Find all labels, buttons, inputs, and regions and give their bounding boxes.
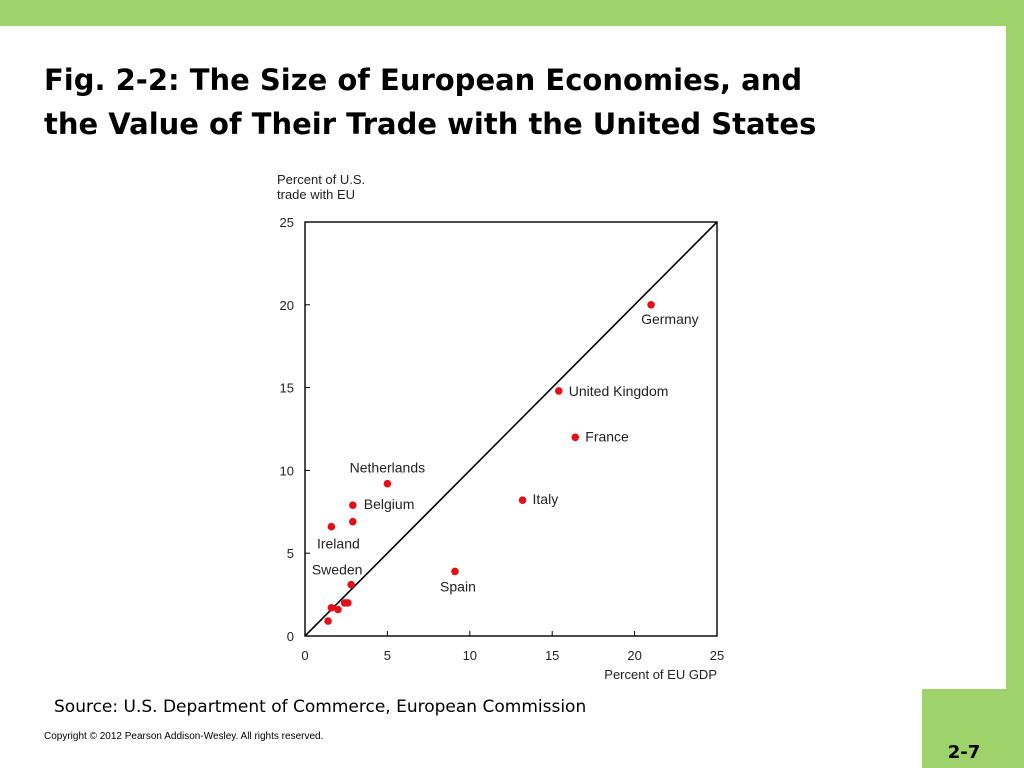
slide-title: Fig. 2-2: The Size of European Economies…: [44, 58, 984, 146]
top-accent-bar: [0, 0, 1024, 26]
x-tick-label: 20: [627, 648, 641, 663]
page-number: 2-7: [947, 742, 981, 763]
data-point: [348, 517, 357, 526]
data-point: [324, 617, 332, 625]
data-point-italy: [518, 496, 527, 505]
y-axis-label-line-2: trade with EU: [277, 187, 355, 202]
data-point-united-kingdom: [554, 387, 563, 395]
point-label-united-kingdom: United Kingdom: [569, 383, 669, 399]
point-label-belgium: Belgium: [364, 496, 415, 512]
y-tick-label: 15: [280, 381, 294, 396]
data-point: [327, 604, 336, 612]
axis-ticks: 0 5 10 15 20 25 0 5 10 15 20 25: [280, 215, 725, 663]
slide-title-line-2: the Value of Their Trade with the United…: [44, 107, 817, 141]
y-tick-label: 0: [287, 629, 294, 644]
x-tick-label: 5: [384, 648, 391, 663]
y-tick-label: 25: [280, 215, 294, 230]
point-label-italy: Italy: [533, 491, 559, 507]
x-tick-label: 25: [710, 648, 724, 663]
data-point-belgium: [348, 501, 357, 509]
point-label-spain: Spain: [440, 578, 476, 594]
point-label-netherlands: Netherlands: [350, 460, 426, 476]
data-point-spain: [451, 567, 459, 576]
plot-frame: [304, 221, 718, 637]
source-note: Source: U.S. Department of Commerce, Eur…: [54, 697, 587, 717]
reference-line-45deg: [304, 221, 718, 637]
data-point-germany: [647, 301, 655, 309]
data-point-netherlands: [383, 479, 392, 488]
data-points: [324, 301, 655, 625]
x-axis-label: Percent of EU GDP: [604, 667, 717, 682]
point-label-france: France: [585, 428, 629, 444]
data-point-france: [571, 433, 580, 442]
point-label-ireland: Ireland: [317, 536, 360, 552]
y-tick-label: 5: [287, 546, 294, 561]
y-tick-label: 20: [280, 298, 294, 313]
y-tick-label: 10: [280, 463, 294, 478]
x-tick-label: 0: [301, 648, 308, 663]
point-labels: Germany United Kingdom France Italy Netherla…: [312, 311, 699, 595]
slide-title-line-1: Fig. 2-2: The Size of European Economies…: [44, 63, 803, 97]
page-number-box: [922, 689, 1024, 768]
data-point-ireland: [327, 522, 336, 531]
point-label-germany: Germany: [641, 311, 699, 327]
right-accent-bar: [1006, 0, 1024, 768]
point-label-sweden: Sweden: [312, 562, 363, 578]
data-point-sweden: [347, 580, 355, 589]
x-tick-label: 10: [463, 648, 477, 663]
x-tick-label: 15: [545, 648, 559, 663]
y-axis-label-line-1: Percent of U.S.: [277, 172, 365, 187]
data-point: [334, 605, 342, 614]
copyright-notice: Copyright © 2012 Pearson Addison-Wesley.…: [44, 731, 324, 742]
data-point: [344, 599, 352, 607]
